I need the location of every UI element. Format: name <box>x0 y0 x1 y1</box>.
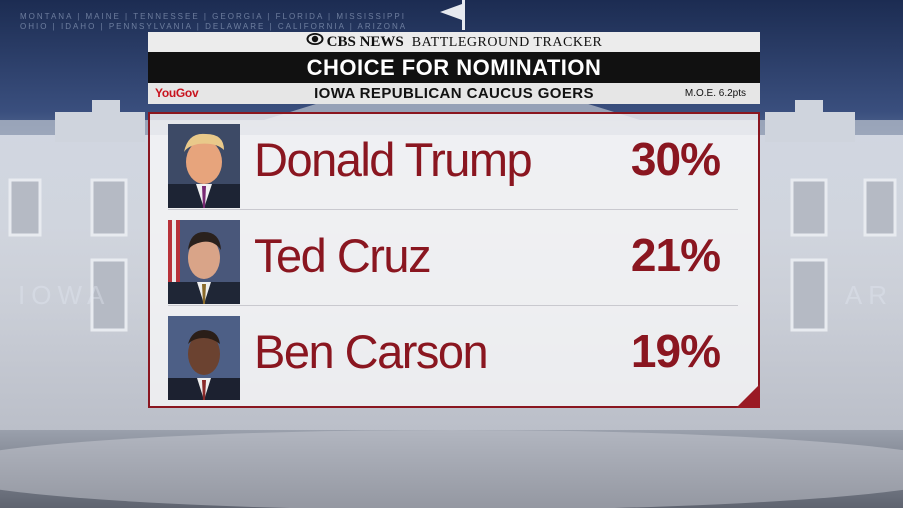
candidate-percent: 21% <box>630 229 721 281</box>
panel-corner-accent <box>736 384 760 408</box>
network-banner: CBS NEWS BATTLEGROUND TRACKER <box>148 32 760 52</box>
row-divider <box>168 305 738 306</box>
program-name: BATTLEGROUND TRACKER <box>411 35 603 50</box>
margin-of-error: M.O.E. 6.2pts <box>684 88 746 99</box>
candidate-photo-trump <box>168 124 240 208</box>
background-state-left: IOWA <box>18 280 111 310</box>
result-row: Ted Cruz 21% <box>168 210 738 306</box>
background-state-right: AR <box>844 280 893 310</box>
candidate-name: Ted Cruz <box>254 229 432 282</box>
chart-title: CHOICE FOR NOMINATION <box>148 52 760 83</box>
results-panel: Donald Trump 30% Ted Cruz 21% <box>148 112 760 408</box>
yougov-logo: YouGov <box>155 86 199 100</box>
chart-subtitle: IOWA REPUBLICAN CAUCUS GOERS <box>314 85 594 102</box>
result-row: Donald Trump 30% <box>168 114 738 210</box>
candidate-photo-cruz <box>168 220 240 304</box>
candidate-percent: 19% <box>630 325 721 377</box>
row-divider <box>168 209 738 210</box>
candidate-percent: 30% <box>630 133 721 185</box>
candidate-name: Ben Carson <box>254 325 489 378</box>
candidate-photo-carson <box>168 316 240 400</box>
candidate-name: Donald Trump <box>254 133 533 186</box>
cbs-eye-icon <box>306 32 324 52</box>
subtitle-bar: YouGov IOWA REPUBLICAN CAUCUS GOERS M.O.… <box>148 83 760 104</box>
result-row: Ben Carson 19% <box>168 306 738 402</box>
network-name: CBS NEWS <box>326 34 404 50</box>
states-ticker: MONTANA | MAINE | TENNESSEE | GEORGIA | … <box>20 12 408 31</box>
